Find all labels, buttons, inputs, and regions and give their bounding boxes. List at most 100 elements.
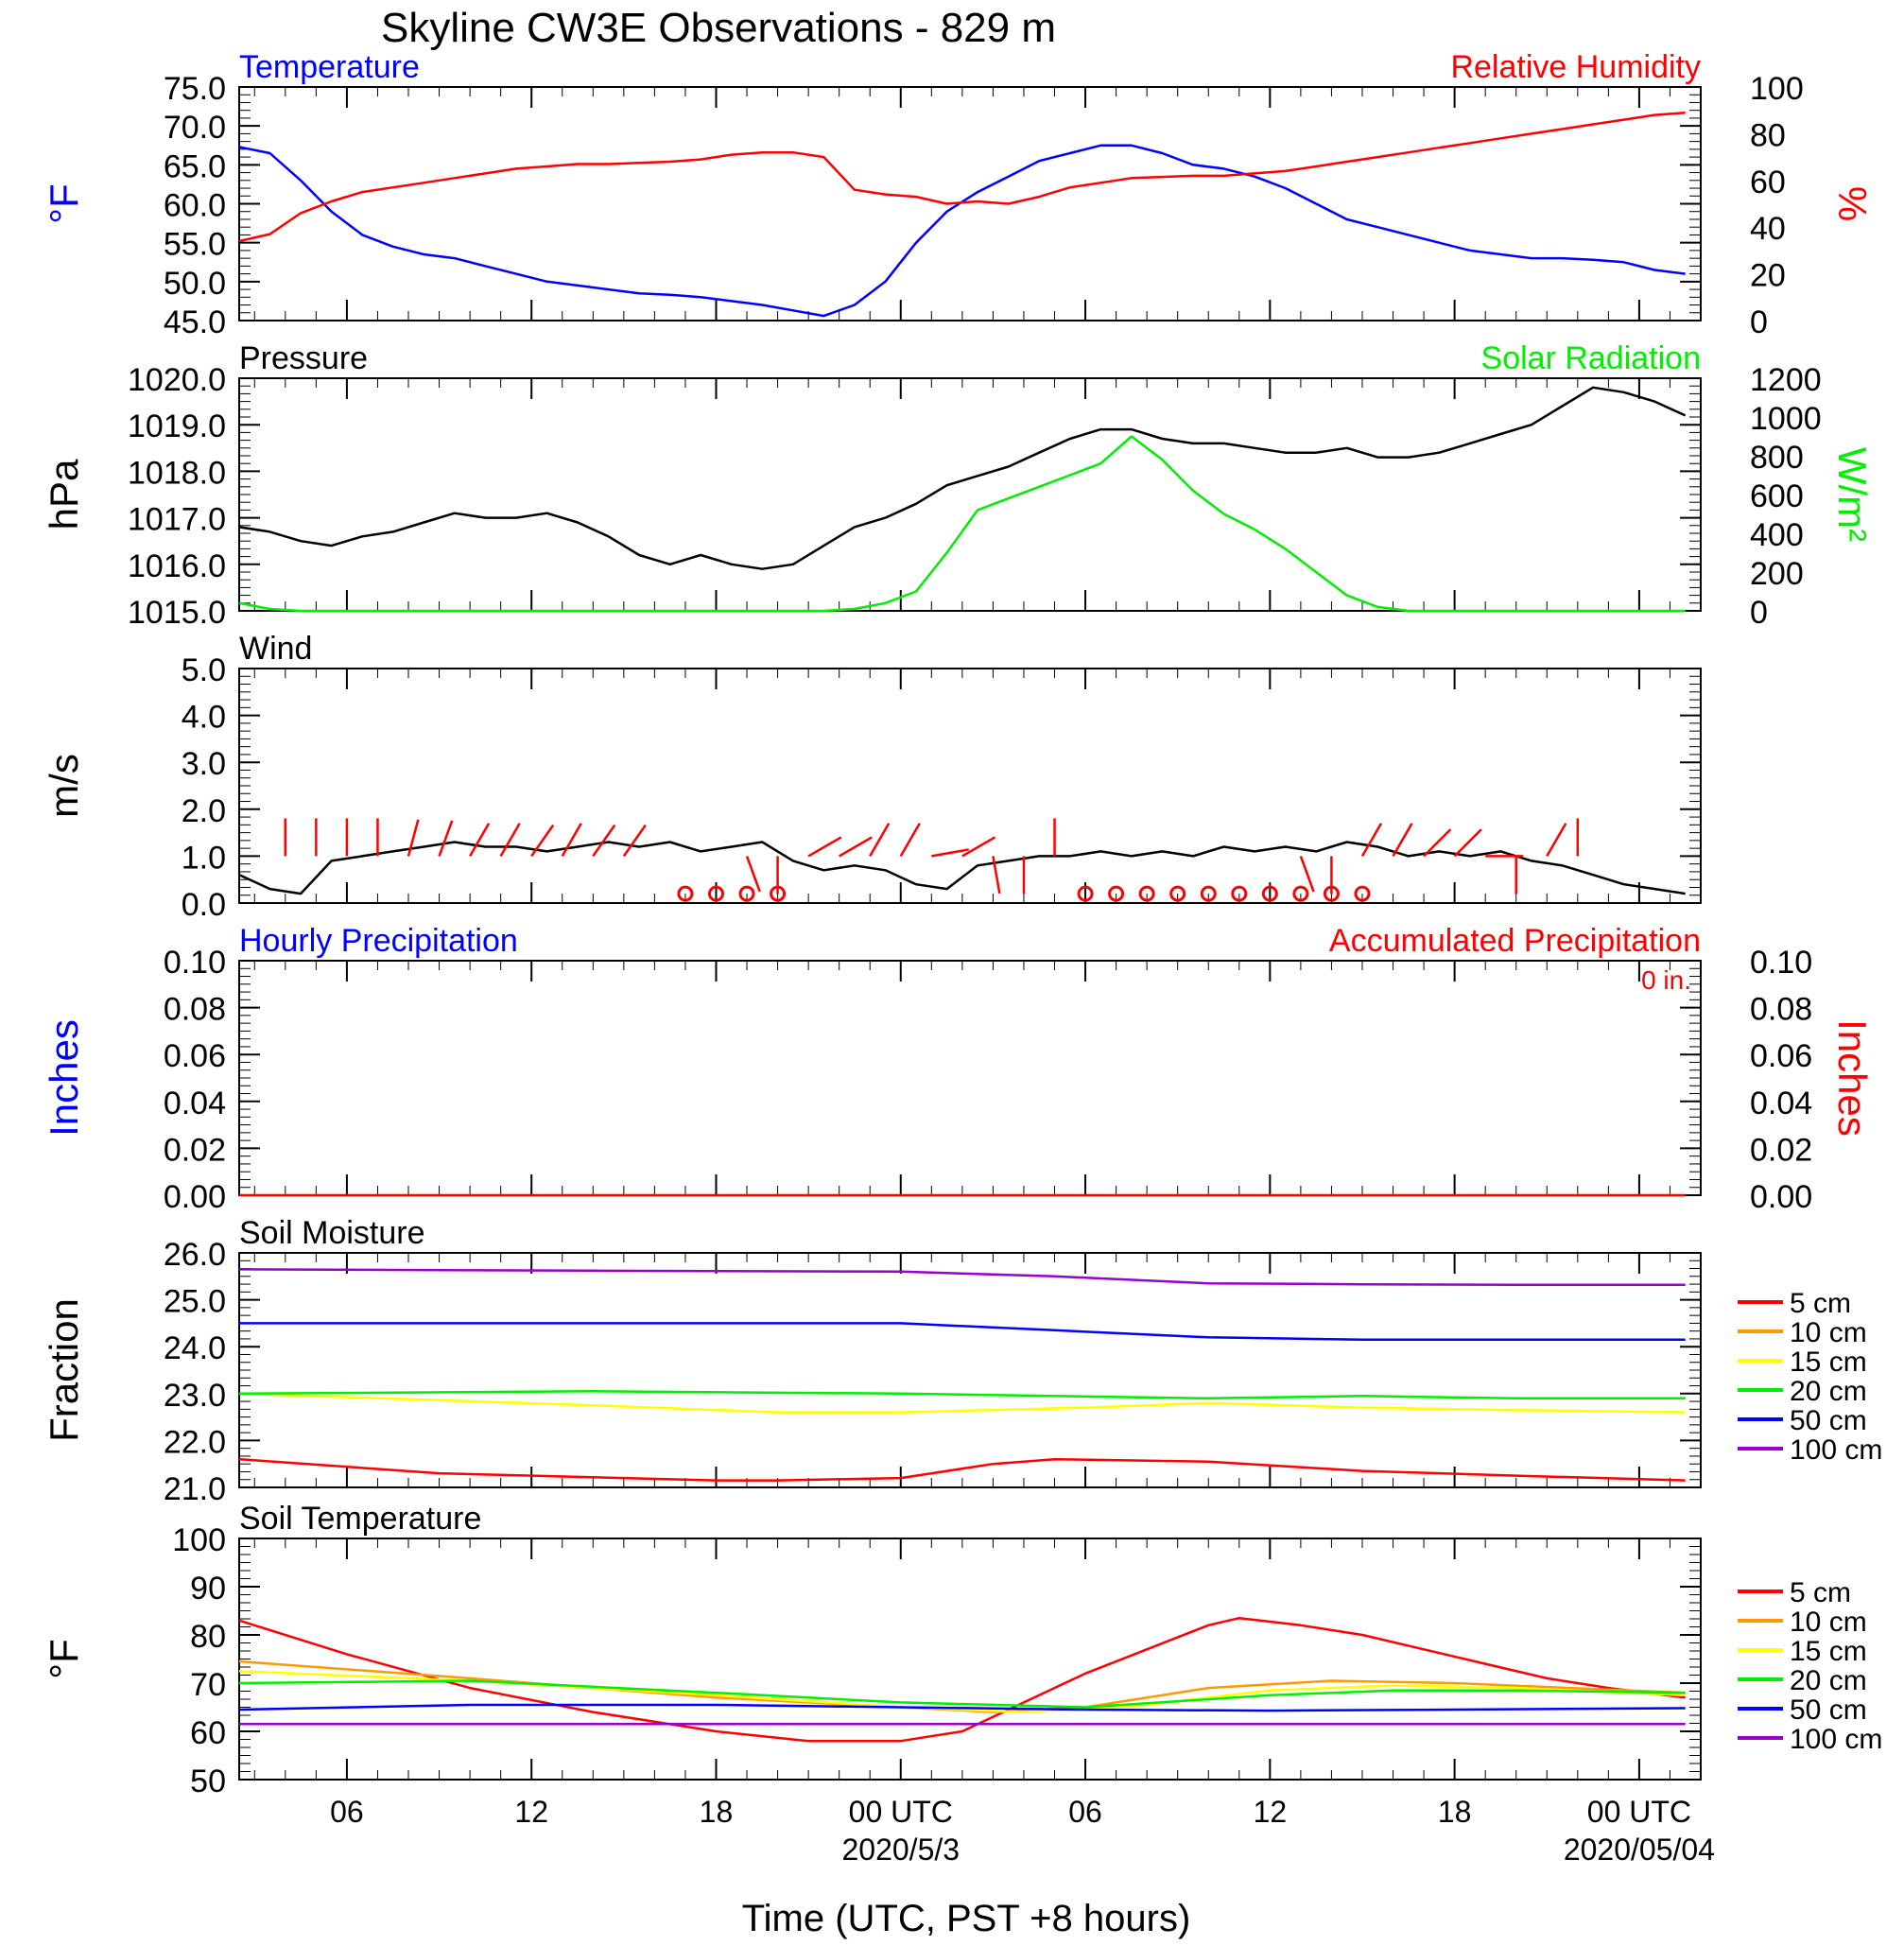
wind-barb bbox=[1360, 823, 1383, 858]
series-line-15-cm bbox=[238, 1392, 1686, 1414]
y-tick-label-left: 1016.0 bbox=[128, 548, 226, 584]
y-tick-label-left: 50 bbox=[190, 1764, 226, 1799]
y-axis-label-left: Fraction bbox=[42, 1298, 86, 1442]
y-tick-label-right: 800 bbox=[1750, 440, 1804, 476]
y-axis-label-left: Inches bbox=[42, 1019, 86, 1137]
wind-barb bbox=[992, 856, 1001, 895]
panel-title-left: Wind bbox=[239, 631, 312, 667]
y-tick-label-right: 0.00 bbox=[1750, 1179, 1812, 1215]
y-tick-label-right: 1200 bbox=[1750, 362, 1822, 398]
panel-title-right: Accumulated Precipitation bbox=[1329, 923, 1701, 959]
y-tick-label-right: 80 bbox=[1750, 117, 1786, 153]
legend-label: 100 cm bbox=[1790, 1724, 1882, 1755]
y-tick-label-left: 45.0 bbox=[164, 304, 226, 340]
wind-barb bbox=[1423, 828, 1452, 858]
legend-label: 5 cm bbox=[1790, 1288, 1851, 1319]
calm-wind-marker bbox=[1077, 885, 1094, 902]
legend-label: 100 cm bbox=[1790, 1434, 1882, 1466]
figure-title: Skyline CW3E Observations - 829 m bbox=[381, 5, 1056, 51]
y-tick-label-left: 100 bbox=[172, 1522, 226, 1558]
wind-barb bbox=[931, 848, 969, 858]
y-tick-label-left: 22.0 bbox=[164, 1424, 226, 1460]
calm-wind-marker bbox=[1323, 885, 1340, 902]
y-tick-label-left: 25.0 bbox=[164, 1284, 226, 1320]
legend-label: 10 cm bbox=[1790, 1317, 1867, 1348]
y-tick-label-left: 1020.0 bbox=[128, 362, 226, 398]
y-tick-label-left: 75.0 bbox=[164, 71, 226, 107]
x-tick-label: 06 bbox=[1068, 1795, 1102, 1829]
y-tick-label-left: 24.0 bbox=[164, 1330, 226, 1366]
x-tick-label: 06 bbox=[330, 1795, 364, 1829]
y-tick-label-left: 21.0 bbox=[164, 1471, 226, 1507]
calm-wind-marker bbox=[1261, 885, 1278, 902]
y-tick-label-right: 0 bbox=[1750, 304, 1768, 340]
y-tick-label-right: 0.04 bbox=[1750, 1086, 1812, 1121]
y-tick-label-left: 0.06 bbox=[164, 1038, 226, 1074]
series-line-wind bbox=[238, 841, 1686, 895]
y-tick-label-right: 0.02 bbox=[1750, 1132, 1812, 1168]
panel-soil_moist: 26.0 25.0 24.0 23.0 22.0 21.0 Soil Moisture Fra… bbox=[42, 1215, 1882, 1507]
series-line-20-cm bbox=[238, 1390, 1686, 1400]
x-date-label: 2020/05/04 bbox=[1564, 1833, 1715, 1867]
y-axis-label-right: % bbox=[1830, 186, 1875, 221]
x-tick-label: 00 UTC bbox=[1587, 1795, 1691, 1829]
x-axis-label: Time (UTC, PST +8 hours) bbox=[742, 1898, 1191, 1939]
legend-label: 20 cm bbox=[1790, 1665, 1867, 1696]
series-line-pressure bbox=[238, 386, 1687, 570]
x-tick-label: 12 bbox=[1254, 1795, 1288, 1829]
y-axis-label-left: hPa bbox=[42, 459, 86, 530]
y-tick-label-left: 1.0 bbox=[182, 840, 226, 876]
series-line-50-cm bbox=[239, 1322, 1686, 1342]
wind-barb bbox=[407, 819, 420, 857]
calm-wind-marker bbox=[1169, 885, 1186, 902]
calm-wind-marker bbox=[1138, 885, 1155, 902]
y-tick-label-left: 1018.0 bbox=[128, 455, 226, 491]
y-tick-label-left: 5.0 bbox=[182, 652, 226, 688]
calm-wind-marker bbox=[738, 885, 755, 902]
series-line-solar-radiation bbox=[238, 435, 1686, 613]
y-axis-label-left: m/s bbox=[42, 754, 86, 818]
precip-annotation: 0 in. bbox=[1641, 965, 1691, 995]
panel-title-left: Temperature bbox=[239, 49, 420, 85]
y-tick-label-left: 60 bbox=[190, 1715, 226, 1751]
y-tick-label-left: 0.02 bbox=[164, 1132, 226, 1168]
y-tick-label-left: 0.00 bbox=[164, 1179, 226, 1215]
panel-title-left: Soil Moisture bbox=[239, 1215, 425, 1251]
x-tick-label: 12 bbox=[514, 1795, 548, 1829]
calm-wind-marker bbox=[1292, 885, 1309, 902]
y-tick-label-right: 0.10 bbox=[1750, 945, 1812, 981]
y-tick-label-left: 60.0 bbox=[164, 188, 226, 224]
series-line-100-cm bbox=[238, 1268, 1686, 1286]
y-tick-label-left: 1019.0 bbox=[128, 408, 226, 444]
y-tick-label-right: 200 bbox=[1750, 556, 1804, 592]
y-axis-label-left: °F bbox=[42, 1639, 86, 1678]
y-tick-label-left: 70.0 bbox=[164, 110, 226, 146]
series-line-5-cm bbox=[238, 1457, 1686, 1482]
calm-wind-marker bbox=[1231, 885, 1248, 902]
y-tick-label-left: 80 bbox=[190, 1619, 226, 1655]
y-tick-label-right: 600 bbox=[1750, 478, 1804, 514]
panel-title-left: Pressure bbox=[239, 340, 368, 376]
y-axis-label-right: Inches bbox=[1830, 1019, 1875, 1137]
legend-label: 15 cm bbox=[1790, 1636, 1867, 1667]
y-tick-label-left: 50.0 bbox=[164, 266, 226, 302]
y-tick-label-right: 400 bbox=[1750, 517, 1804, 553]
panel-title-right: Relative Humidity bbox=[1450, 49, 1701, 85]
x-tick-label: 18 bbox=[1438, 1795, 1472, 1829]
y-tick-label-left: 0.10 bbox=[164, 945, 226, 981]
wind-barb bbox=[438, 820, 454, 857]
y-tick-label-left: 65.0 bbox=[164, 148, 226, 184]
panel-title-left: Soil Temperature bbox=[239, 1501, 481, 1537]
y-tick-label-left: 1015.0 bbox=[128, 595, 226, 631]
series-line-20-cm bbox=[238, 1679, 1686, 1709]
y-tick-label-right: 20 bbox=[1750, 258, 1786, 294]
calm-wind-marker bbox=[770, 885, 787, 902]
y-tick-label-left: 3.0 bbox=[182, 746, 226, 782]
series-line-relative-humidity bbox=[238, 111, 1686, 243]
y-axis-label-right: W/m² bbox=[1830, 447, 1875, 542]
panel-title-left: Hourly Precipitation bbox=[239, 923, 518, 959]
calm-wind-marker bbox=[1108, 885, 1125, 902]
wind-barb bbox=[1392, 823, 1413, 858]
panel-wind: 5.0 4.0 3.0 2.0 1.0 0.0 Wind m/s bbox=[42, 631, 1702, 923]
